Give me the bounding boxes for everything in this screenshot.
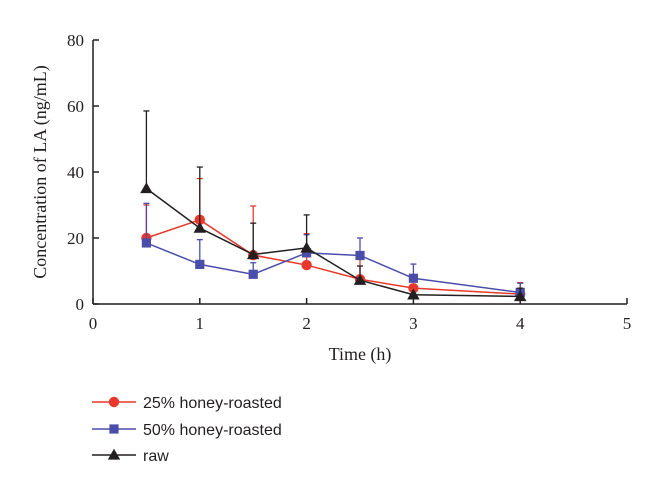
y-tick-label: 0 xyxy=(76,295,85,314)
y-tick-label: 20 xyxy=(67,229,84,248)
series-3 xyxy=(140,110,527,302)
legend-item: raw xyxy=(92,448,169,465)
x-tick-label: 0 xyxy=(89,314,98,333)
series-layer xyxy=(140,110,527,302)
x-tick-label: 2 xyxy=(302,314,311,333)
data-point-square xyxy=(408,273,418,283)
data-point-triangle xyxy=(193,221,207,233)
x-ticks: 0 1 2 3 4 5 xyxy=(89,298,632,333)
legend-item: 50% honey-roasted xyxy=(92,422,282,439)
y-axis-title: Concentration of LA (ng/mL) xyxy=(30,65,51,278)
data-point-square xyxy=(141,238,151,248)
legend: 25% honey-roasted 50% honey-roasted raw xyxy=(92,395,282,465)
data-point-triangle xyxy=(513,290,527,302)
data-point-square xyxy=(302,248,312,258)
y-tick-label: 60 xyxy=(67,97,84,116)
data-point-square xyxy=(355,250,365,261)
legend-label: 25% honey-roasted xyxy=(143,395,282,412)
legend-marker xyxy=(109,424,119,434)
series-line xyxy=(145,187,521,298)
data-point-triangle xyxy=(353,274,367,285)
data-point-triangle xyxy=(407,288,420,300)
data-point-square xyxy=(195,259,205,269)
legend-item: 25% honey-roasted xyxy=(92,395,282,412)
y-tick-label: 40 xyxy=(67,163,84,182)
legend-label: 50% honey-roasted xyxy=(143,422,282,439)
legend-marker xyxy=(107,448,121,460)
legend-label: raw xyxy=(143,448,169,465)
data-point-triangle xyxy=(300,241,313,253)
x-tick-label: 4 xyxy=(516,314,525,333)
x-tick-label: 5 xyxy=(623,314,632,333)
x-tick-label: 1 xyxy=(196,314,205,333)
y-ticks: 0 20 40 60 80 xyxy=(67,31,99,314)
series-1 xyxy=(141,177,526,300)
legend-marker xyxy=(108,396,120,408)
data-point-circle xyxy=(408,282,419,294)
data-point-triangle xyxy=(140,182,153,194)
y-tick-label: 80 xyxy=(67,31,84,50)
x-tick-label: 3 xyxy=(409,314,418,333)
data-point-square xyxy=(248,269,258,279)
data-point-triangle xyxy=(246,248,260,260)
data-point-circle xyxy=(301,259,312,271)
x-axis-title: Time (h) xyxy=(329,344,392,365)
